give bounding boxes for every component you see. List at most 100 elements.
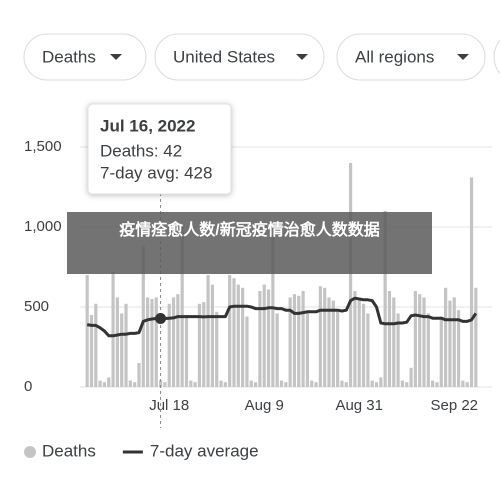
bar bbox=[318, 286, 322, 387]
y-tick-label: 500 bbox=[24, 298, 49, 315]
bar bbox=[94, 303, 98, 387]
bar bbox=[193, 382, 197, 387]
bar bbox=[163, 382, 167, 387]
filter-label: All regions bbox=[355, 47, 434, 66]
bar bbox=[249, 380, 253, 387]
bar bbox=[426, 313, 430, 387]
bar bbox=[124, 303, 128, 387]
bar bbox=[323, 287, 327, 387]
bar bbox=[331, 300, 335, 387]
bar bbox=[292, 294, 297, 387]
bar bbox=[444, 287, 448, 387]
bar bbox=[288, 297, 292, 387]
bar bbox=[210, 284, 214, 387]
bar bbox=[305, 310, 310, 387]
y-tick-label: 0 bbox=[24, 378, 32, 395]
bar bbox=[370, 380, 374, 387]
bar bbox=[456, 310, 461, 387]
y-tick-label: 1,000 bbox=[24, 218, 62, 235]
x-tick-label: Aug 31 bbox=[335, 397, 383, 414]
bar bbox=[340, 380, 344, 387]
bar bbox=[400, 380, 405, 387]
bar bbox=[120, 313, 124, 387]
bar bbox=[180, 227, 184, 387]
bar bbox=[461, 380, 465, 387]
bar bbox=[452, 297, 456, 387]
bar bbox=[202, 302, 206, 387]
bar bbox=[154, 297, 158, 387]
bar bbox=[439, 316, 443, 387]
bar bbox=[344, 382, 348, 387]
bar bbox=[245, 316, 249, 387]
bar bbox=[266, 289, 271, 387]
tooltip-line: 7-day avg: 428 bbox=[100, 163, 212, 182]
legend-swatch bbox=[24, 446, 36, 458]
bar bbox=[301, 291, 305, 387]
bar bbox=[422, 297, 426, 387]
dropdown-icon bbox=[457, 54, 469, 60]
bar bbox=[379, 377, 383, 387]
bar bbox=[137, 363, 141, 387]
bar bbox=[431, 380, 435, 387]
bar bbox=[197, 303, 202, 387]
bar bbox=[314, 382, 318, 387]
bar bbox=[107, 377, 111, 387]
filter-button[interactable] bbox=[336, 33, 486, 81]
tooltip-line: Deaths: 42 bbox=[100, 141, 182, 160]
bar bbox=[228, 275, 232, 387]
tooltip-title: Jul 16, 2022 bbox=[100, 116, 195, 135]
bar bbox=[353, 291, 357, 387]
filter-button[interactable] bbox=[493, 34, 500, 80]
bar bbox=[141, 246, 145, 387]
bar bbox=[357, 300, 361, 387]
bar bbox=[327, 297, 331, 387]
filter-button[interactable] bbox=[154, 33, 325, 81]
bar bbox=[465, 382, 469, 387]
bar bbox=[396, 313, 400, 387]
bar bbox=[374, 382, 379, 387]
bar bbox=[474, 287, 478, 387]
x-tick-label: Jul 18 bbox=[149, 397, 189, 414]
x-tick-label: Sep 22 bbox=[430, 397, 478, 414]
bar bbox=[262, 284, 266, 387]
bar bbox=[236, 284, 240, 387]
y-tick-label: 1,500 bbox=[24, 138, 62, 155]
bar bbox=[111, 271, 115, 387]
bar bbox=[448, 300, 452, 387]
bar bbox=[413, 291, 417, 387]
bar bbox=[115, 297, 119, 387]
x-tick-label: Aug 9 bbox=[245, 397, 284, 414]
bar bbox=[409, 367, 413, 387]
bar bbox=[215, 311, 219, 387]
bar bbox=[405, 382, 409, 387]
bar bbox=[297, 295, 301, 387]
bar bbox=[366, 313, 370, 387]
filter-button[interactable] bbox=[23, 33, 147, 81]
bar bbox=[418, 294, 422, 387]
dropdown-icon bbox=[110, 54, 122, 60]
bar bbox=[189, 380, 193, 387]
bar bbox=[284, 382, 288, 387]
tooltip-box bbox=[87, 103, 232, 195]
bar bbox=[392, 297, 396, 387]
bar bbox=[232, 278, 236, 387]
bar bbox=[184, 315, 189, 387]
filter-label: United States bbox=[173, 47, 275, 66]
bar bbox=[258, 291, 262, 387]
bar bbox=[133, 382, 137, 387]
bar bbox=[349, 163, 353, 387]
bar bbox=[469, 177, 474, 387]
legend-label: Deaths bbox=[42, 441, 96, 460]
bar bbox=[98, 380, 102, 387]
overlay-banner: 疫情痊愈人数/新冠疫情治愈人数数据 bbox=[67, 212, 432, 274]
bar bbox=[150, 299, 154, 387]
bar bbox=[176, 294, 180, 387]
bar bbox=[158, 380, 163, 387]
filter-bar: Deaths United States All regions bbox=[23, 33, 500, 81]
average-line bbox=[86, 296, 478, 338]
bar bbox=[241, 287, 245, 387]
bar bbox=[310, 380, 314, 387]
bar bbox=[435, 382, 439, 387]
bar bbox=[128, 380, 132, 387]
